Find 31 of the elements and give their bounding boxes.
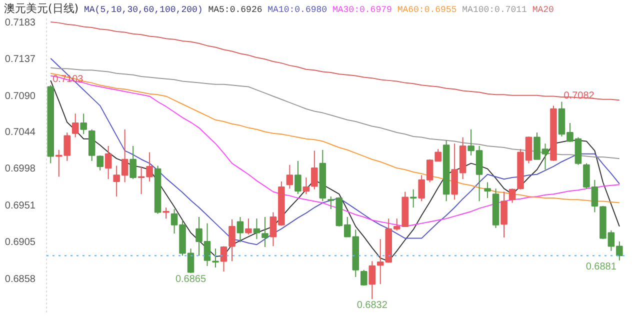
y-tick-label: 0.6905 — [4, 236, 36, 248]
y-tick-label: 0.7137 — [4, 54, 36, 65]
text: MA(5,10,30,60,100,200) — [84, 5, 203, 15]
candlestick — [228, 218, 236, 262]
text: MA60:0.6955 — [397, 5, 457, 15]
candlestick — [311, 150, 318, 190]
candlestick — [262, 216, 268, 248]
line-series — [50, 67, 620, 160]
text: MA20 — [532, 5, 554, 15]
line-series — [50, 22, 620, 101]
annotation: 0.6881 — [586, 261, 617, 272]
y-tick-label: 0.6858 — [4, 274, 36, 286]
y-tick-label: 0.6998 — [4, 164, 36, 175]
text: MA5:0.6926 — [208, 5, 262, 15]
y-tick-label: 0.7090 — [4, 90, 36, 102]
candlestick — [212, 248, 219, 268]
y-tick-label: 0.7044 — [4, 127, 36, 138]
annotation: 0.6832 — [356, 300, 388, 312]
text: MA30:0.6979 — [332, 5, 392, 15]
candlestick — [47, 84, 54, 164]
line-series — [50, 75, 620, 227]
text: MA100:0.7011 — [462, 5, 527, 15]
chart-title: 澳元美元(日线) — [4, 2, 79, 15]
y-tick-label: 0.7183 — [4, 18, 36, 29]
candlestick — [368, 260, 376, 300]
text: MA10:0.6980 — [268, 5, 328, 15]
line-series — [50, 58, 620, 246]
candlestick — [104, 145, 112, 180]
annotation: 0.6865 — [175, 274, 206, 286]
candlestick — [500, 191, 508, 238]
y-tick-label: 0.6951 — [4, 200, 36, 212]
